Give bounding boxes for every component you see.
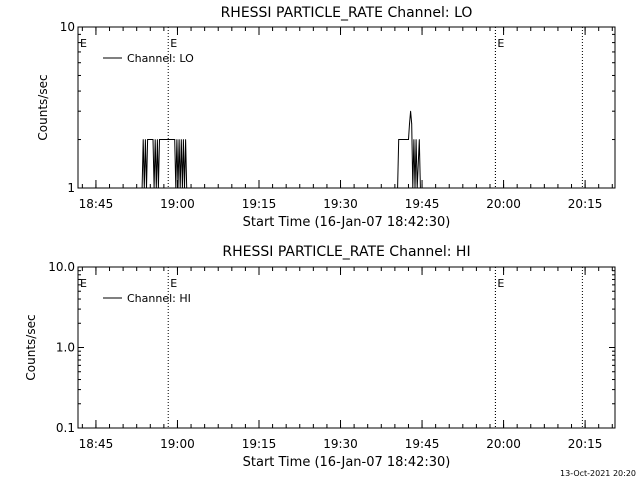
data-point xyxy=(143,187,145,189)
x-tick-label: 19:30 xyxy=(323,197,358,211)
data-point xyxy=(411,123,413,125)
legend-label: Channel: HI xyxy=(127,292,191,305)
data-point xyxy=(158,187,159,189)
data-point xyxy=(144,139,146,140)
event-marker-label: E xyxy=(170,277,177,290)
data-point xyxy=(142,139,144,140)
x-tick-label: 18:45 xyxy=(79,197,114,211)
data-point xyxy=(398,139,400,140)
series-line xyxy=(141,111,422,189)
y-axis-label: Counts/sec xyxy=(36,74,50,140)
chart-title: RHESSI PARTICLE_RATE Channel: HI xyxy=(222,244,470,260)
event-marker-label: E xyxy=(497,277,504,290)
x-tick-label: 19:00 xyxy=(160,197,195,211)
data-point xyxy=(159,139,160,140)
data-point xyxy=(179,187,181,189)
event-marker-label: E xyxy=(170,37,177,50)
panel-hi: RHESSI PARTICLE_RATE Channel: HI 0.1 1.0 10… xyxy=(24,244,616,470)
data-point xyxy=(181,187,183,189)
x-tick-label: 19:15 xyxy=(242,197,277,211)
x-tick-label: 18:45 xyxy=(79,437,114,451)
data-point xyxy=(147,139,148,140)
data-point xyxy=(176,139,178,140)
data-point xyxy=(412,187,414,189)
footer-timestamp: 13-Oct-2021 20:20 xyxy=(560,469,636,478)
data-point xyxy=(410,110,412,112)
x-tick-label: 19:30 xyxy=(323,437,358,451)
data-point xyxy=(414,187,416,189)
data-point xyxy=(186,187,188,189)
data-point xyxy=(155,187,157,189)
y-tick-label: 0.1 xyxy=(56,421,75,435)
x-tick-label: 19:45 xyxy=(405,437,440,451)
data-point xyxy=(180,139,182,140)
y-tick-label: 10 xyxy=(60,20,75,34)
data-point xyxy=(415,139,417,140)
data-point xyxy=(146,187,147,189)
data-point xyxy=(175,187,177,189)
x-tick-label: 19:00 xyxy=(160,437,195,451)
x-axis-label: Start Time (16-Jan-07 18:42:30) xyxy=(243,215,451,230)
data-point xyxy=(183,139,184,140)
data-point xyxy=(408,139,409,140)
event-marker-label: E xyxy=(497,37,504,50)
data-point xyxy=(416,187,418,189)
x-tick-label: 20:00 xyxy=(486,197,521,211)
chart-title: RHESSI PARTICLE_RATE Channel: LO xyxy=(221,5,473,21)
data-point xyxy=(154,139,156,140)
data-point xyxy=(141,187,143,189)
data-point xyxy=(184,187,185,189)
panel-lo: RHESSI PARTICLE_RATE Channel: LO 1 10 18:45… xyxy=(36,5,616,230)
data-point xyxy=(409,123,410,125)
data-point xyxy=(421,187,422,189)
x-tick-label: 20:15 xyxy=(568,197,603,211)
y-axis-label: Counts/sec xyxy=(24,314,38,380)
data-point xyxy=(153,187,155,189)
data-point xyxy=(413,139,415,140)
data-point xyxy=(177,187,179,189)
x-tick-label: 19:45 xyxy=(405,197,440,211)
data-point xyxy=(187,187,189,189)
data-point xyxy=(178,139,180,140)
event-marker-left-label: E xyxy=(80,37,87,50)
data-point xyxy=(420,187,421,189)
data-point xyxy=(418,139,420,140)
x-axis-label: Start Time (16-Jan-07 18:42:30) xyxy=(243,455,451,470)
legend-label: Channel: LO xyxy=(127,52,194,65)
x-tick-label: 20:15 xyxy=(568,437,603,451)
y-tick-label: 10.0 xyxy=(48,260,75,274)
x-tick-label: 20:00 xyxy=(486,437,521,451)
data-point xyxy=(156,139,158,140)
data-point xyxy=(152,139,154,140)
y-tick-label: 1.0 xyxy=(56,341,75,355)
x-tick-label: 19:15 xyxy=(242,437,277,451)
event-marker-left-label: E xyxy=(80,277,87,290)
data-point xyxy=(397,187,398,189)
data-point xyxy=(174,139,176,140)
y-tick-label: 1 xyxy=(67,181,75,195)
data-point xyxy=(185,139,187,140)
